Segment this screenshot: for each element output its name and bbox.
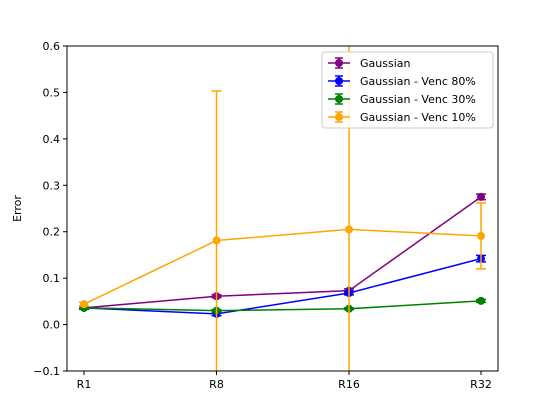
legend-label: Gaussian - Venc 10% (360, 111, 476, 124)
y-tick-label: 0.1 (43, 272, 61, 285)
y-tick-label: −0.1 (33, 365, 60, 378)
legend-label: Gaussian (360, 57, 410, 70)
data-point (80, 300, 88, 309)
y-axis-label: Error (11, 195, 24, 222)
legend-marker (335, 59, 343, 67)
series-layer (79, 46, 486, 371)
x-tick-label: R16 (338, 378, 360, 391)
legend-label: Gaussian - Venc 30% (360, 93, 476, 106)
series-line (83, 300, 482, 312)
data-point (212, 236, 221, 245)
x-tick-label: R32 (470, 378, 492, 391)
series-line (83, 228, 482, 305)
legend-label: Gaussian - Venc 80% (360, 75, 476, 88)
legend-box (321, 51, 494, 129)
y-tick-label: 0.4 (43, 133, 61, 146)
y-tick-label: 0.0 (43, 319, 61, 332)
axes-layer: −0.1 0.0 0.1 0.2 0.3 0.4 0.5 0.6 R1 R8 R16 R32 Error (11, 40, 499, 391)
data-point (345, 225, 353, 234)
series-line (83, 257, 482, 315)
data-point (477, 296, 485, 305)
x-tick-label: R8 (209, 378, 224, 391)
legend: Gaussian Gaussian - Venc 80% Gaussian - Ve… (321, 51, 494, 129)
y-tick-label: 0.2 (43, 226, 61, 239)
data-point (477, 231, 485, 240)
y-tick-label: 0.6 (43, 40, 61, 53)
x-tick-label: R1 (77, 378, 92, 391)
data-point (477, 192, 485, 201)
legend-marker (335, 113, 343, 121)
legend-marker (335, 77, 343, 85)
series-line (83, 196, 482, 309)
legend-marker (335, 95, 343, 103)
y-tick-label: 0.5 (43, 86, 61, 99)
plot-frame (66, 45, 499, 372)
series-3 (79, 46, 486, 371)
y-tick-label: 0.3 (43, 179, 61, 192)
